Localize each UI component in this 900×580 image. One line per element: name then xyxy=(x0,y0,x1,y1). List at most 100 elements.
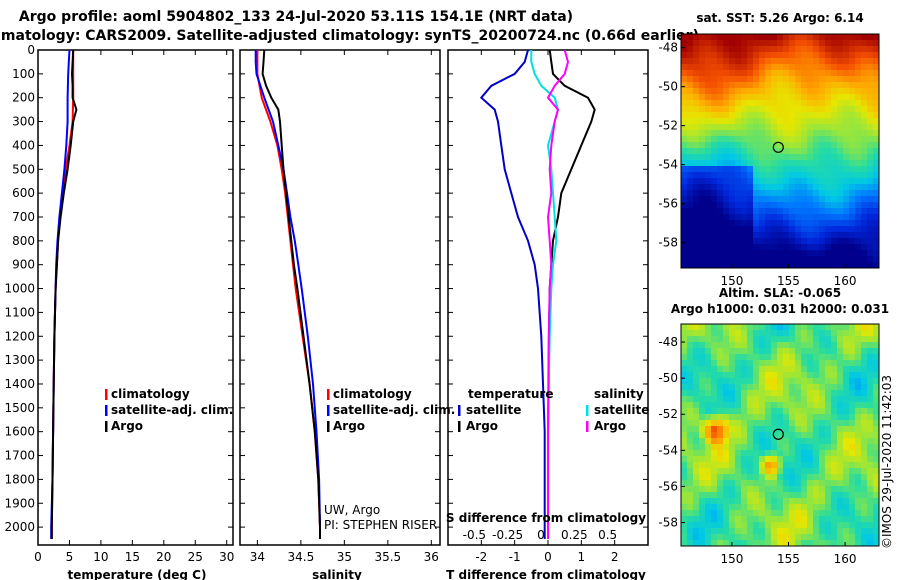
map-cell xyxy=(687,438,694,445)
map-cell xyxy=(795,486,802,493)
legend-swatch xyxy=(458,405,461,416)
map-cell xyxy=(873,420,879,427)
map-cell xyxy=(693,336,700,343)
map-cell xyxy=(705,244,712,251)
map-cell xyxy=(795,390,802,397)
map-cell xyxy=(681,160,688,167)
map-cell xyxy=(729,402,736,409)
map-cell xyxy=(795,540,802,546)
map-cell xyxy=(717,390,724,397)
map-cell xyxy=(861,336,868,343)
map-cell xyxy=(801,166,808,173)
map-cell xyxy=(825,534,832,541)
map-cell xyxy=(843,486,850,493)
map-cell xyxy=(747,480,754,487)
map-cell xyxy=(711,232,718,239)
map-cell xyxy=(831,94,838,101)
map-cell xyxy=(771,456,778,463)
map-cell xyxy=(843,438,850,445)
map-cell xyxy=(777,154,784,161)
map-cell xyxy=(861,432,868,439)
map-cell xyxy=(783,172,790,179)
map-cell xyxy=(729,498,736,505)
map-cell xyxy=(723,516,730,523)
map-cell xyxy=(735,202,742,209)
map-cell xyxy=(873,148,879,155)
map-cell xyxy=(783,208,790,215)
map-cell xyxy=(855,100,862,107)
map-cell xyxy=(849,486,856,493)
map-cell xyxy=(681,190,688,197)
map-cell xyxy=(819,420,826,427)
map-cell xyxy=(717,462,724,469)
map-cell xyxy=(729,160,736,167)
map-cell xyxy=(711,414,718,421)
map-cell xyxy=(771,516,778,523)
map-cell xyxy=(771,408,778,415)
map-cell xyxy=(711,438,718,445)
map-cell xyxy=(759,94,766,101)
map-cell xyxy=(831,142,838,149)
map-cell xyxy=(855,342,862,349)
map-cell xyxy=(747,178,754,185)
y-tick-label: 1800 xyxy=(4,472,35,486)
map-cell xyxy=(801,148,808,155)
map-cell xyxy=(867,354,874,361)
top-x-tick-label: 0.5 xyxy=(598,528,617,542)
map-cell xyxy=(801,522,808,529)
map-cell xyxy=(849,76,856,83)
map-cell xyxy=(753,166,760,173)
map-cell xyxy=(723,106,730,113)
map-cell xyxy=(747,432,754,439)
map-cell xyxy=(861,250,868,257)
map-cell xyxy=(813,232,820,239)
map-cell xyxy=(681,492,688,499)
map-cell xyxy=(771,220,778,227)
map-cell xyxy=(771,244,778,251)
map-cell xyxy=(777,70,784,77)
map-cell xyxy=(717,46,724,53)
map-cell xyxy=(867,244,874,251)
map-cell xyxy=(729,444,736,451)
map-cell xyxy=(837,130,844,137)
map-cell xyxy=(819,462,826,469)
map-cell xyxy=(831,52,838,59)
map-cell xyxy=(699,342,706,349)
map-cell xyxy=(759,88,766,95)
map-cell xyxy=(795,34,802,41)
map-cell xyxy=(813,226,820,233)
map-cell xyxy=(699,390,706,397)
map-cell xyxy=(735,106,742,113)
map-cell xyxy=(711,396,718,403)
map-cell xyxy=(837,426,844,433)
map-cell xyxy=(789,214,796,221)
map-cell xyxy=(855,468,862,475)
map-cell xyxy=(783,178,790,185)
map-cell xyxy=(849,226,856,233)
map-cell xyxy=(849,402,856,409)
map-cell xyxy=(771,360,778,367)
map-cell xyxy=(759,100,766,107)
map-cell xyxy=(681,360,688,367)
map-cell xyxy=(855,414,862,421)
map-cell xyxy=(873,226,879,233)
map-cell xyxy=(813,238,820,245)
map-cell xyxy=(771,396,778,403)
map-cell xyxy=(837,474,844,481)
map-cell xyxy=(825,124,832,131)
map-cell xyxy=(825,208,832,215)
map-cell xyxy=(741,402,748,409)
map-cell xyxy=(711,498,718,505)
map-cell xyxy=(789,40,796,47)
map-cell xyxy=(783,220,790,227)
map-cell xyxy=(711,214,718,221)
map-x-tick-label: 150 xyxy=(720,552,743,566)
map-cell xyxy=(717,480,724,487)
map-cell xyxy=(717,76,724,83)
map-cell xyxy=(747,220,754,227)
map-cell xyxy=(729,232,736,239)
map-cell xyxy=(873,450,879,457)
map-cell xyxy=(801,336,808,343)
map-cell xyxy=(813,354,820,361)
map-cell xyxy=(705,208,712,215)
